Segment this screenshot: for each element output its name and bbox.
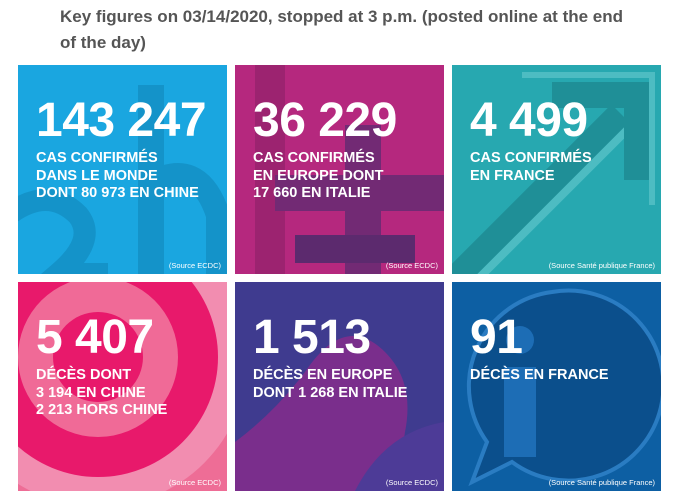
tile-description: CAS CONFIRMÉS DANS LE MONDE DONT 80 973 …	[36, 150, 199, 201]
tile-deaths: 5 407 DÉCÈS DONT 3 194 EN CHINE 2 213 HO…	[18, 282, 227, 491]
tile-source: (Source ECDC)	[168, 261, 221, 270]
tile-europe-confirmed-cases: 36 229 CAS CONFIRMÉS EN EUROPE DONT 17 6…	[235, 65, 444, 274]
tile-description: DÉCÈS EN EUROPE DONT 1 268 EN ITALIE	[253, 367, 408, 401]
tile-france-deaths: 91 DÉCÈS EN FRANCE (Source Santé publiqu…	[452, 282, 661, 491]
tile-background-graphic	[235, 336, 444, 491]
tile-background-graphic	[255, 65, 444, 274]
tile-value: 91	[470, 311, 523, 364]
tile-source: (Source ECDC)	[385, 261, 438, 270]
page-heading: Key figures on 03/14/2020, stopped at 3 …	[60, 7, 624, 52]
tile-world-confirmed-cases: 143 247 CAS CONFIRMÉS DANS LE MONDE DONT…	[18, 65, 227, 274]
tile-background-graphic	[18, 85, 227, 274]
tile-description: DÉCÈS EN FRANCE	[470, 367, 609, 383]
tile-value: 1 513	[253, 311, 371, 364]
tile-france-confirmed-cases: 4 499 CAS CONFIRMÉS EN FRANCE (Source Sa…	[452, 65, 661, 274]
tile-description: CAS CONFIRMÉS EN EUROPE DONT 17 660 EN I…	[253, 150, 384, 201]
tile-value: 4 499	[470, 94, 588, 147]
tile-source: (Source Santé publique France)	[548, 261, 655, 270]
tile-background-graphic	[452, 72, 655, 274]
tile-background-graphic	[18, 282, 227, 491]
tile-description: CAS CONFIRMÉS EN FRANCE	[470, 150, 592, 184]
tile-description: DÉCÈS DONT 3 194 EN CHINE 2 213 HORS CHI…	[36, 367, 168, 418]
tile-value: 36 229	[253, 94, 397, 147]
tile-source: (Source Santé publique France)	[548, 478, 655, 487]
tile-europe-deaths: 1 513 DÉCÈS EN EUROPE DONT 1 268 EN ITAL…	[235, 282, 444, 491]
tile-value: 143 247	[36, 94, 207, 147]
speech-bubble-info-icon	[466, 288, 661, 487]
tile-source: (Source ECDC)	[385, 478, 438, 487]
tile-value: 5 407	[36, 311, 154, 364]
tile-source: (Source ECDC)	[168, 478, 221, 487]
